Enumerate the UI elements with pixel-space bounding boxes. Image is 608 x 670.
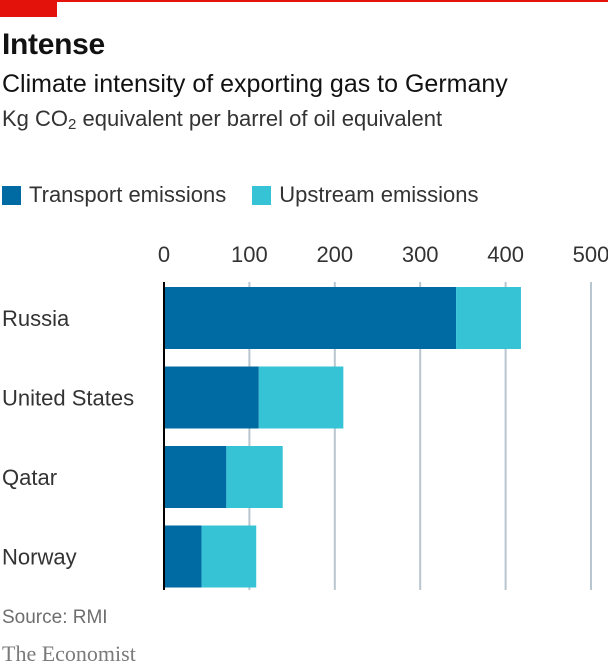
brand-tag (0, 0, 57, 17)
chart-subtitle: Climate intensity of exporting gas to Ge… (2, 70, 508, 98)
bar-transport (164, 366, 259, 429)
x-tick-label: 300 (402, 242, 439, 267)
legend-label-transport: Transport emissions (29, 182, 227, 207)
legend: Transport emissions Upstream emissions (2, 182, 505, 208)
legend-swatch-upstream (252, 185, 272, 205)
legend-label-upstream: Upstream emissions (279, 182, 479, 207)
bar-transport (164, 287, 457, 349)
x-tick-label: 200 (316, 242, 353, 267)
legend-swatch-transport (2, 185, 21, 205)
category-label: Qatar (2, 465, 57, 490)
x-tick-label: 400 (487, 242, 524, 267)
bar-upstream (456, 287, 521, 349)
x-tick-label: 0 (158, 242, 170, 267)
chart-title: Intense (2, 28, 105, 61)
units-label: Kg CO2 equivalent per barrel of oil equi… (2, 106, 442, 133)
top-rule (0, 0, 608, 2)
legend-item-upstream: Upstream emissions (252, 182, 479, 208)
x-tick-label: 100 (231, 242, 268, 267)
bar-upstream (226, 446, 283, 508)
bar-transport (164, 446, 227, 508)
units-prefix: Kg CO (2, 106, 69, 131)
bar-upstream (201, 525, 257, 588)
category-label: Norway (2, 545, 77, 570)
legend-item-transport: Transport emissions (2, 182, 226, 208)
x-tick-label: 500 (573, 242, 608, 267)
brand-logo: The Economist (2, 641, 136, 666)
category-label: United States (2, 386, 134, 411)
units-subscript: 2 (68, 116, 77, 133)
units-suffix: equivalent per barrel of oil equivalent (76, 106, 443, 131)
bar-upstream (258, 366, 344, 429)
source-note: Source: RMI (2, 607, 108, 628)
bar-transport (164, 525, 202, 588)
category-label: Russia (2, 306, 70, 331)
